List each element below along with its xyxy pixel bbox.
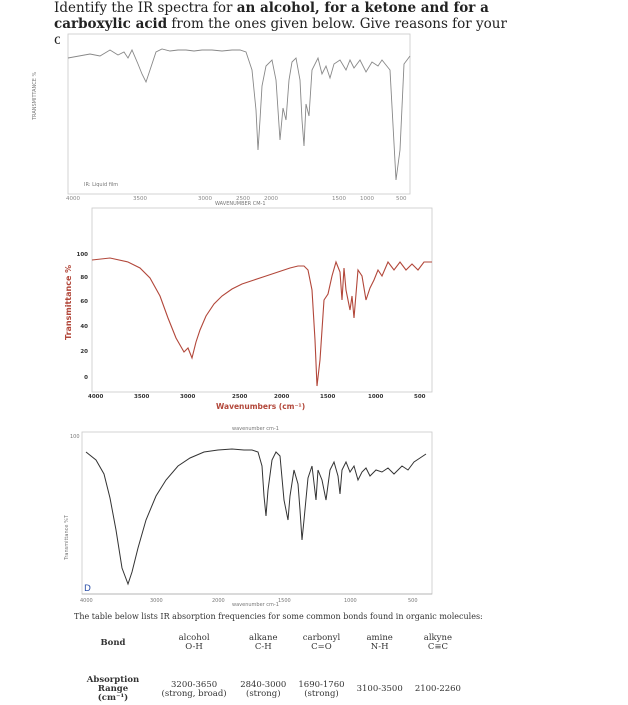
range-note: (strong) (304, 688, 339, 699)
spectrum-c-tick-4: 1000 (344, 598, 357, 604)
spectrum-b-ytick-5: 0 (84, 375, 88, 381)
spectrum-c-tick-0: 4000 (80, 598, 93, 604)
cell-carbonyl: carbonyl C=O (292, 632, 350, 654)
spectrum-a-tick-7: 500 (396, 196, 407, 202)
question-text: Identify the IR spectra for an alcohol, … (54, 0, 554, 48)
col-name: amine (366, 633, 393, 643)
question-bold: an alcohol, for a ketone and for a carbo… (54, 0, 489, 32)
spectrum-a-tick-4: 2000 (264, 196, 278, 202)
spectrum-c-panel-letter: D (84, 584, 91, 594)
range-unit: (cm⁻¹) (97, 693, 129, 703)
range-value: 1690-1760 (298, 679, 345, 690)
spectrum-b-ytick-1: 80 (80, 275, 88, 281)
cell-alkyne: alkyne C≡C (409, 632, 467, 654)
col-name: alcohol (178, 633, 210, 643)
col-bond: C=O (311, 642, 332, 652)
spectrum-a-xlabel: WAVENUMBER CM-1 (215, 201, 266, 207)
range-value: 2100-2260 (414, 684, 461, 694)
question-prefix: Identify the IR spectra for (54, 0, 237, 16)
spectrum-c-ylabel: Transmittance %T (64, 515, 70, 560)
range-carbonyl: 1690-1760 (strong) (292, 674, 350, 705)
cell-alcohol: alcohol O-H (154, 632, 234, 654)
col-name: alkane (249, 633, 278, 643)
spectrum-b-tick-6: 1000 (368, 394, 384, 400)
range-value: 3100-3500 (356, 684, 403, 694)
range-value: 2840-3000 (240, 679, 287, 690)
spectrum-a-tick-5: 1500 (332, 196, 346, 202)
spectrum-a-tick-3: 2500 (236, 196, 250, 202)
spectrum-b-xlabel: Wavenumbers (cm⁻¹) (216, 402, 306, 411)
spectrum-b-tick-4: 2000 (274, 394, 290, 400)
cell-amine: amine N-H (351, 632, 409, 654)
spectrum-c-tick-1: 3000 (150, 598, 163, 604)
spectrum-c-tick-2: 2000 (212, 598, 225, 604)
spectrum-a-tick-2: 3000 (198, 196, 212, 202)
range-alcohol: 3200-3650 (strong, broad) (154, 674, 234, 705)
range-note: (strong, broad) (161, 688, 227, 699)
ir-frequency-table: Bond alcohol O-H alkane C-H carbonyl C=O am… (72, 632, 467, 705)
spectrum-a-tick-0: 4000 (66, 196, 80, 202)
spectrum-c-xlabel: wavenumber cm-1 (232, 602, 279, 608)
cell-alkane: alkane C-H (234, 632, 292, 654)
spectrum-b-tick-3: 2500 (232, 394, 248, 400)
col-bond: C-H (254, 642, 272, 652)
table-row-range: Absorption Range (cm⁻¹) 3200-3650 (strong,… (72, 674, 467, 705)
spectrum-b-tick-0: 4000 (88, 394, 104, 400)
col-bond: O-H (185, 642, 203, 652)
spectrum-a-panel (60, 32, 410, 202)
spectrum-a-tick-6: 1000 (360, 196, 374, 202)
table-spacer (72, 654, 467, 674)
spectrum-c-tick-3: 1500 (278, 598, 291, 604)
spectrum-c-top-label: wavenumber cm-1 (232, 426, 279, 432)
col-bond: C≡C (427, 642, 448, 652)
table-caption: The table below lists IR absorption freq… (74, 612, 483, 621)
spectrum-c-y-top: 100 (70, 434, 80, 440)
range-value: 3200-3650 (171, 679, 218, 690)
spectrum-b-tick-2: 3000 (180, 394, 196, 400)
spectrum-b-ytick-4: 20 (80, 349, 88, 355)
range-alkyne: 2100-2260 (409, 674, 467, 705)
spectrum-b-tick-5: 1500 (320, 394, 336, 400)
spectrum-c-tick-5: 500 (408, 598, 418, 604)
col-name: carbonyl (302, 633, 341, 643)
spectrum-b-tick-7: 500 (414, 394, 426, 400)
spectrum-b-ytick-0: 100 (76, 252, 88, 258)
bond-header: Bond (100, 637, 126, 648)
range-header: Absorption Range (cm⁻¹) (72, 674, 154, 705)
col-name: alkyne (423, 633, 452, 643)
table-row-bond: Bond alcohol O-H alkane C-H carbonyl C=O am… (72, 632, 467, 654)
spectrum-a-tick-1: 3500 (133, 196, 147, 202)
spectrum-b-ytick-3: 40 (80, 324, 88, 330)
col-bond: N-H (370, 642, 389, 652)
spectrum-b-ytick-2: 60 (80, 299, 88, 305)
range-alkane: 2840-3000 (strong) (234, 674, 292, 705)
spectrum-a-film-label: IR: Liquid film (84, 182, 119, 188)
range-label: Absorption Range (86, 675, 140, 694)
range-note: (strong) (246, 688, 281, 699)
spectrum-b-tick-1: 3500 (134, 394, 150, 400)
range-amine: 3100-3500 (351, 674, 409, 705)
